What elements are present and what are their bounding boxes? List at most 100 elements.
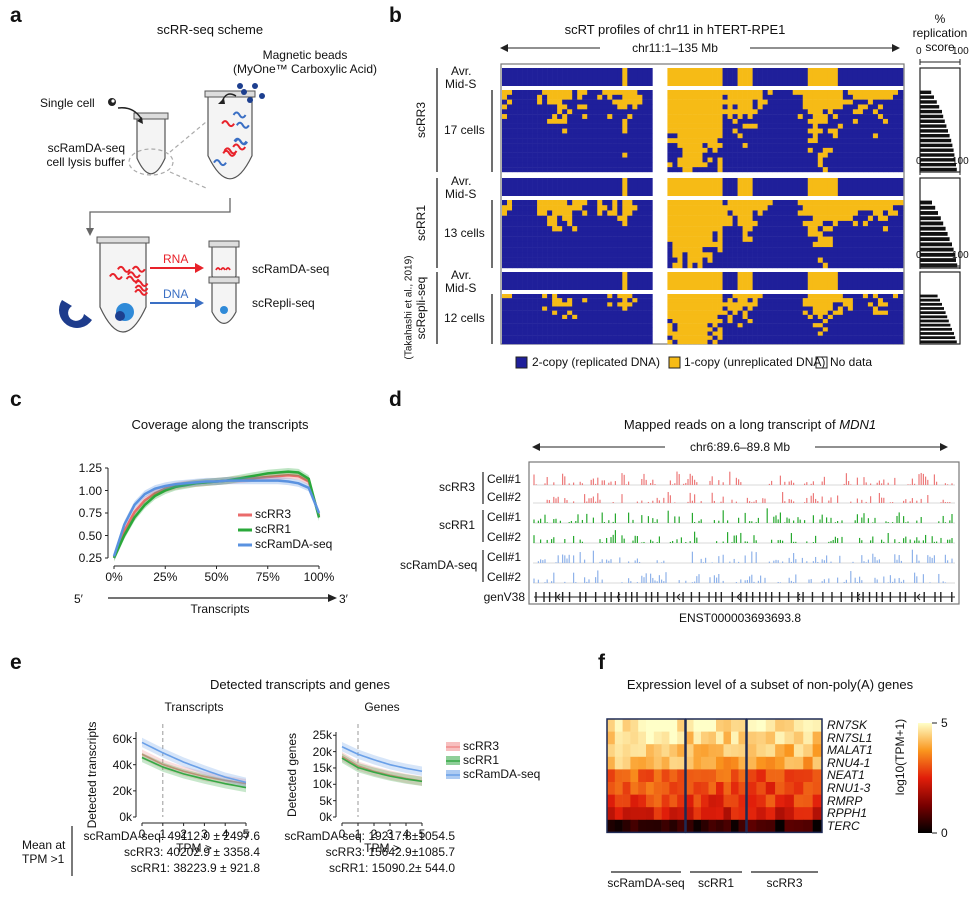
avg-bin [802, 68, 809, 86]
cell-bin [647, 118, 653, 124]
cell-bin [872, 262, 879, 269]
cell-bin [877, 143, 884, 149]
cell-bin [802, 109, 809, 115]
cell-bin [557, 262, 563, 269]
beads-sublabel: (MyOne™ Carboxylic Acid) [232, 62, 378, 76]
cell-bin [882, 257, 889, 263]
cell-bin [617, 118, 623, 124]
avg-bin [702, 272, 708, 290]
cell-bin [507, 247, 513, 253]
cell-bin [712, 331, 718, 336]
cell-bin [562, 94, 568, 100]
heat-cell [614, 769, 623, 783]
cell-bin [812, 104, 819, 110]
cell-bin [542, 210, 548, 216]
cell-bin [502, 162, 508, 168]
cell-bin [747, 138, 753, 144]
e-ytick-label: 60k [112, 731, 132, 746]
cell-bin [872, 128, 879, 134]
cell-bin [817, 147, 824, 153]
cell-bin [792, 306, 799, 311]
cell-bin [827, 241, 834, 248]
cell-bin [717, 215, 723, 222]
cell-bin [602, 247, 608, 253]
avg-bin [787, 178, 794, 196]
cell-bin [742, 220, 748, 227]
cell-bin [527, 90, 533, 96]
cell-bin [757, 167, 763, 173]
cell-bin [892, 262, 899, 269]
cell-bin [537, 210, 543, 216]
cell-bin [827, 167, 834, 173]
score-bar [920, 302, 942, 306]
heat-cell [693, 756, 702, 770]
cell-bin [852, 147, 859, 153]
avg-bin [707, 272, 713, 290]
cell-bin [857, 200, 864, 206]
cell-bin [667, 339, 673, 345]
cell-bin [777, 118, 783, 124]
cell-bin [552, 335, 558, 341]
cell-bin [722, 262, 728, 269]
avg-bin [637, 178, 643, 196]
cell-bin [852, 236, 859, 243]
cell-bin [522, 210, 528, 216]
cell-bin [642, 298, 648, 303]
cell-bin [787, 241, 794, 248]
cell-bin [537, 99, 543, 105]
cell-bin [537, 241, 543, 248]
panel-label-b: b [389, 4, 402, 27]
cell-bin [762, 167, 768, 173]
avg-bin [852, 68, 859, 86]
cell-bin [737, 109, 743, 115]
cell-bin [537, 220, 543, 227]
cell-bin [887, 143, 894, 149]
score-bar [920, 252, 955, 257]
avg-bin [637, 272, 643, 290]
cell-bin [752, 143, 758, 149]
cell-bin [887, 94, 894, 100]
cell-bin [532, 302, 538, 307]
cell-bin [892, 294, 899, 299]
cell-bin [852, 306, 859, 311]
cell-bin [552, 294, 558, 299]
cell-bin [712, 167, 718, 173]
heat-cell [708, 756, 717, 770]
cell-bin [862, 302, 869, 307]
cell-bin [697, 294, 703, 299]
cell-bin [627, 302, 633, 307]
cell-bin [537, 114, 543, 120]
cell-bin [757, 323, 763, 328]
cell-bin [852, 109, 859, 115]
cell-bin [897, 335, 904, 341]
cell-bin [672, 109, 678, 115]
strand-arrow [916, 593, 921, 601]
cell-bin [647, 152, 653, 158]
cell-bin [817, 133, 824, 139]
cell-bin [572, 123, 578, 129]
cell-bin [787, 90, 794, 96]
score-bar [920, 153, 955, 157]
avg-bin [672, 68, 678, 86]
heat-cell [614, 807, 623, 821]
cell-bin [877, 152, 884, 158]
cell-bin [672, 133, 678, 139]
score-bar [920, 105, 940, 109]
cell-bin [847, 128, 854, 134]
cell-bin [607, 220, 613, 227]
cell-bin [697, 310, 703, 316]
cell-bin [502, 104, 508, 110]
cell-bin [727, 323, 733, 328]
cell-bin [572, 152, 578, 158]
cell-bin [562, 339, 568, 345]
cell-bin [727, 247, 733, 253]
cell-bin [777, 147, 783, 153]
cell-bin [572, 133, 578, 139]
cell-bin [592, 205, 598, 211]
panel-label-a: a [10, 4, 22, 27]
heat-cell [693, 769, 702, 783]
cell-bin [807, 247, 814, 253]
cell-bin [787, 252, 794, 258]
cell-bin [707, 109, 713, 115]
heat-cell [693, 731, 702, 745]
